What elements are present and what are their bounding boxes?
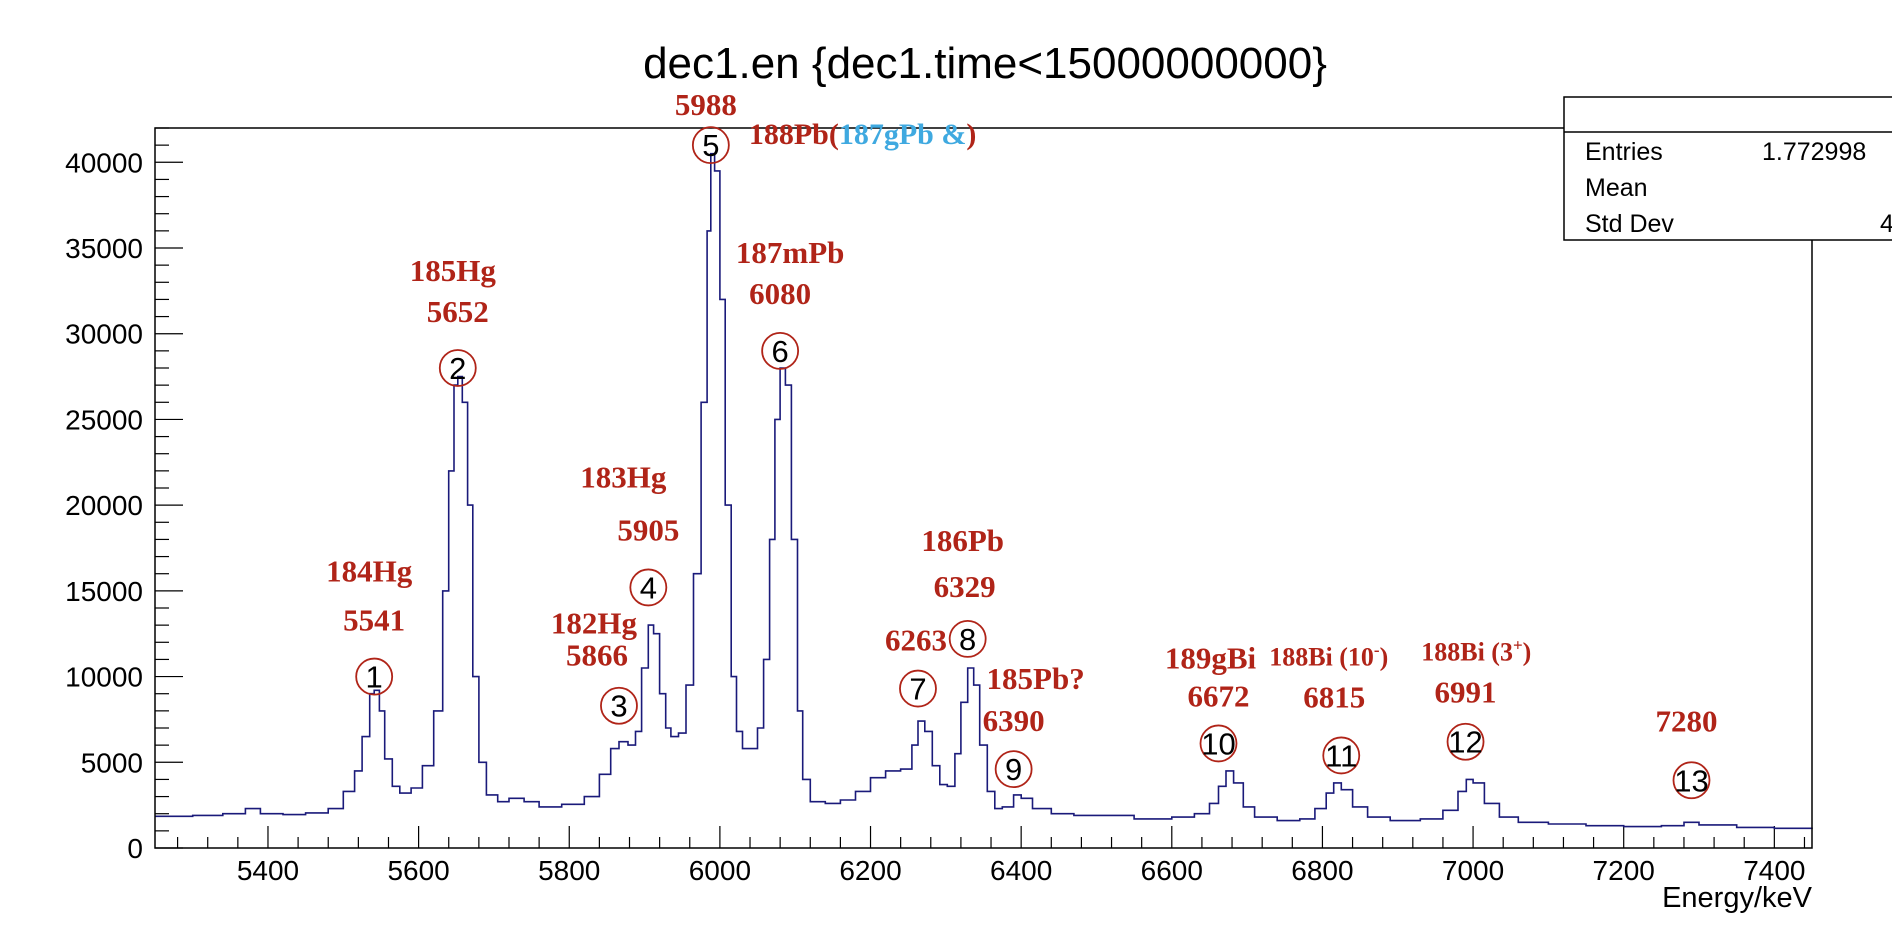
peak-label-end: ) xyxy=(1523,638,1532,667)
peak-number: 1 xyxy=(366,660,383,695)
pb-label-part2: 187gPb & xyxy=(839,118,967,151)
y-tick-label: 10000 xyxy=(65,662,143,693)
peak-label: 5866 xyxy=(566,638,628,673)
x-tick-label: 6400 xyxy=(990,855,1052,886)
peak-label: 185Hg xyxy=(410,253,497,288)
x-tick-label: 7000 xyxy=(1442,855,1504,886)
y-tick-label: 20000 xyxy=(65,490,143,521)
pb-label: 188Pb(187gPb &) xyxy=(749,118,977,151)
peak-label: 184Hg xyxy=(326,554,413,589)
pb-label-part1: 188Pb( xyxy=(749,118,839,151)
peak-number: 12 xyxy=(1448,725,1482,760)
peak-marker-circle xyxy=(438,349,477,387)
x-tick-label: 5600 xyxy=(387,855,449,886)
peak-label: 6991 xyxy=(1435,675,1497,710)
stats-stddev-label: Std Dev xyxy=(1585,210,1674,238)
peak-label: 182Hg xyxy=(551,606,638,641)
peak-marker-circle xyxy=(761,331,800,370)
peak-label: 6263 xyxy=(885,623,947,658)
plot-frame xyxy=(154,127,1813,849)
peak-marker-circle xyxy=(1199,724,1238,763)
peak-number: 7 xyxy=(909,672,926,707)
x-tick-label: 6000 xyxy=(689,855,751,886)
peak-number: 11 xyxy=(1325,738,1357,773)
peak-label: 188Bi (10-) xyxy=(1269,640,1388,671)
y-tick-label: 0 xyxy=(127,833,143,864)
peak-number: 4 xyxy=(640,570,657,605)
peak-marker-circle xyxy=(691,126,730,165)
peak-label: 186Pb xyxy=(921,523,1004,558)
peak-marker-circle xyxy=(899,669,937,708)
peak-label: 7280 xyxy=(1655,703,1717,738)
peak-label: 189gBi xyxy=(1165,640,1257,675)
peak-label-sup: - xyxy=(1374,640,1380,659)
peak-number: 5 xyxy=(702,128,719,163)
peak-number: 10 xyxy=(1201,726,1235,761)
peak-label: 183Hg xyxy=(580,459,667,494)
x-tick-label: 5400 xyxy=(237,855,299,886)
y-tick-label: 40000 xyxy=(65,147,143,178)
spectrum-series-line xyxy=(155,152,1813,830)
peak-label-sup: + xyxy=(1513,636,1523,655)
stats-box: Entries 1.772998 Mean Std Dev 4 xyxy=(1563,96,1892,241)
peak-number: 3 xyxy=(610,689,627,724)
peak-marker-circle xyxy=(948,619,987,658)
x-tick-label: 7200 xyxy=(1593,855,1655,886)
stats-stddev-value: 4 xyxy=(1880,210,1892,238)
peak-label-end: ) xyxy=(1380,642,1389,671)
y-axis: 0 5000 10000 15000 20000 25000 30000 35000 40000 xyxy=(65,127,183,864)
stats-mean-label: Mean xyxy=(1585,174,1648,202)
peak-number: 9 xyxy=(1005,752,1022,787)
stats-entries-value: 1.772998 xyxy=(1762,138,1866,166)
peak-label: 5988 xyxy=(675,87,737,122)
y-tick-label: 25000 xyxy=(65,404,143,435)
peak-marker-circle xyxy=(355,657,394,696)
y-tick-label: 15000 xyxy=(65,576,143,607)
peak-number: 6 xyxy=(772,334,789,369)
peak-label: 6329 xyxy=(934,569,996,604)
peak-label: 5652 xyxy=(427,294,489,329)
y-tick-label: 30000 xyxy=(65,319,143,350)
x-tick-label: 6600 xyxy=(1141,855,1203,886)
x-axis: 5400 5600 5800 6000 6200 6400 6600 6800 7000 7200… xyxy=(176,826,1805,886)
peak-label: 6815 xyxy=(1303,679,1365,714)
x-tick-label: 6200 xyxy=(839,855,901,886)
y-tick-label: 35000 xyxy=(65,233,143,264)
peak-marker-circle xyxy=(1446,722,1485,761)
x-tick-label: 6800 xyxy=(1291,855,1353,886)
stats-box-frame xyxy=(1563,96,1892,241)
peak-label: 6080 xyxy=(749,276,811,311)
peak-marker-circle xyxy=(629,568,668,607)
peak-label: 6672 xyxy=(1187,678,1249,713)
peak-marker-circle xyxy=(1322,736,1361,775)
x-axis-label: Energy/keV xyxy=(1662,882,1813,914)
peak-label-base: 188Bi (3 xyxy=(1421,638,1513,667)
peak-label: 188Bi (3+) xyxy=(1421,636,1531,667)
peak-label: 187mPb xyxy=(736,235,845,270)
x-tick-label: 5800 xyxy=(538,855,600,886)
peak-label-base: 188Bi (10 xyxy=(1269,642,1374,671)
peak-number: 2 xyxy=(449,351,466,386)
peak-number: 8 xyxy=(959,622,976,657)
y-tick-label: 5000 xyxy=(81,747,143,778)
peak-label: 185Pb? xyxy=(987,661,1085,696)
chart-title: dec1.en {dec1.time<15000000000} xyxy=(643,39,1327,88)
pb-label-part3: ) xyxy=(966,118,976,151)
stats-entries-label: Entries xyxy=(1585,138,1663,166)
peak-label: 6390 xyxy=(983,703,1045,738)
peak-label: 5905 xyxy=(617,512,679,547)
x-tick-label: 7400 xyxy=(1743,855,1805,886)
peak-marker-circle xyxy=(600,686,638,725)
peak-number: 13 xyxy=(1674,763,1708,798)
peak-marker-circle xyxy=(1672,761,1711,800)
peak-label: 5541 xyxy=(343,603,405,638)
peak-marker-circle xyxy=(994,750,1033,789)
